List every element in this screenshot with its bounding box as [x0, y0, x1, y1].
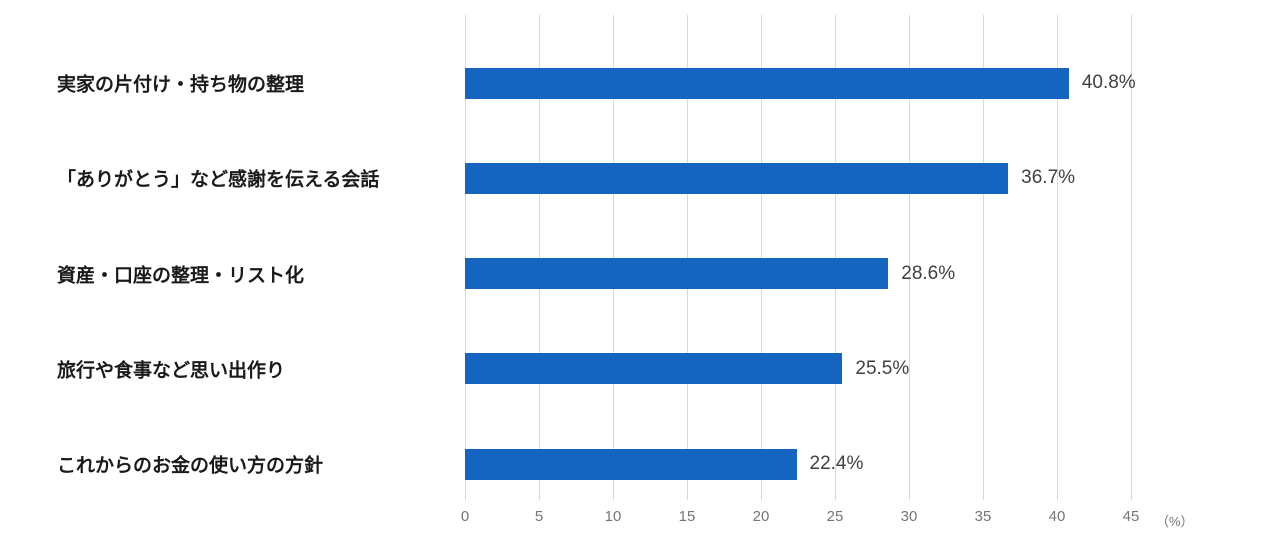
gridline	[909, 15, 910, 500]
bar	[465, 448, 797, 480]
x-tick-label: 25	[826, 508, 844, 525]
bar	[465, 67, 1069, 99]
x-tick-label: 20	[752, 508, 770, 525]
gridline	[1057, 15, 1058, 500]
value-label: 36.7%	[1021, 167, 1076, 189]
gridline	[687, 15, 688, 500]
gridline	[465, 15, 466, 500]
x-axis-unit-label: （%）	[1156, 514, 1194, 529]
bar	[465, 353, 843, 385]
category-label: 旅行や食事など思い出作り	[57, 360, 286, 382]
gridline	[1131, 15, 1132, 500]
category-label: 実家の片付け・持ち物の整理	[57, 74, 305, 96]
gridline	[983, 15, 984, 500]
value-label: 28.6%	[901, 262, 956, 284]
gridline	[761, 15, 762, 500]
plot-area: 40.8% 36.7% 28.6% 25.5% 22.4%	[465, 15, 1136, 500]
x-tick-label: 40	[1048, 508, 1066, 525]
x-tick-label: 5	[534, 508, 544, 525]
bars-layer: 40.8% 36.7% 28.6% 25.5% 22.4%	[465, 15, 1136, 500]
gridline	[539, 15, 540, 500]
category-label: 「ありがとう」など感謝を伝える会話	[57, 169, 380, 191]
value-label: 40.8%	[1081, 72, 1136, 93]
category-label: これからのお金の使い方の方針	[57, 455, 324, 477]
x-tick-label: 30	[900, 508, 918, 525]
x-tick-label: 45	[1122, 508, 1140, 525]
x-tick-label: 10	[604, 508, 622, 525]
gridline	[835, 15, 836, 500]
value-label: 22.4%	[809, 453, 864, 474]
value-label: 25.5%	[855, 357, 910, 379]
bar	[465, 258, 889, 289]
x-tick-label: 35	[974, 508, 992, 525]
x-tick-label: 15	[678, 508, 696, 525]
x-tick-label: 0	[460, 508, 470, 525]
gridlines-layer	[465, 15, 1132, 500]
gridline	[613, 15, 614, 500]
category-label: 資産・口座の整理・リスト化	[57, 265, 305, 286]
bar	[465, 162, 1009, 194]
